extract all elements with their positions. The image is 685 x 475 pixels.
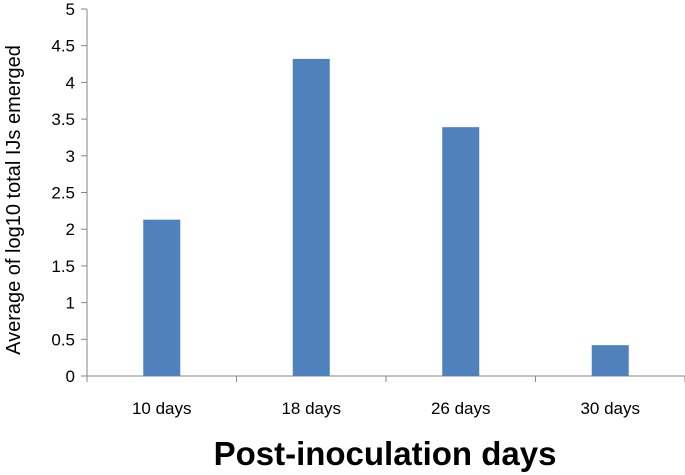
y-axis-label: Average of log10 total IJs emerged [3, 45, 25, 355]
x-tick-label: 30 days [580, 399, 640, 418]
y-tick-label: 2.5 [51, 184, 75, 203]
y-tick-label: 1 [66, 294, 75, 313]
y-tick-label: 1.5 [51, 257, 75, 276]
y-tick-label: 4 [66, 73, 75, 92]
bar-18-days [292, 58, 330, 377]
bar-30-days [591, 345, 629, 376]
x-tick-label: 18 days [281, 399, 341, 418]
y-tick-label: 0.5 [51, 330, 75, 349]
x-axis-label: Post-inoculation days [214, 435, 557, 472]
plot-area: 0 0.5 1 1.5 2 2.5 3 3.5 4 4.5 5 10 days 18 days 26 da… [51, 0, 685, 418]
bar-10-days [143, 219, 181, 376]
x-tick-label: 26 days [431, 399, 491, 418]
y-tick-label: 3.5 [51, 110, 75, 129]
y-tick-label: 2 [66, 220, 75, 239]
y-tick-label: 5 [66, 0, 75, 19]
x-tick-label: 10 days [132, 399, 192, 418]
y-tick-label: 3 [66, 147, 75, 166]
y-tick-label: 4.5 [51, 37, 75, 56]
bar-26-days [442, 127, 480, 376]
y-tick-label: 0 [66, 367, 75, 386]
